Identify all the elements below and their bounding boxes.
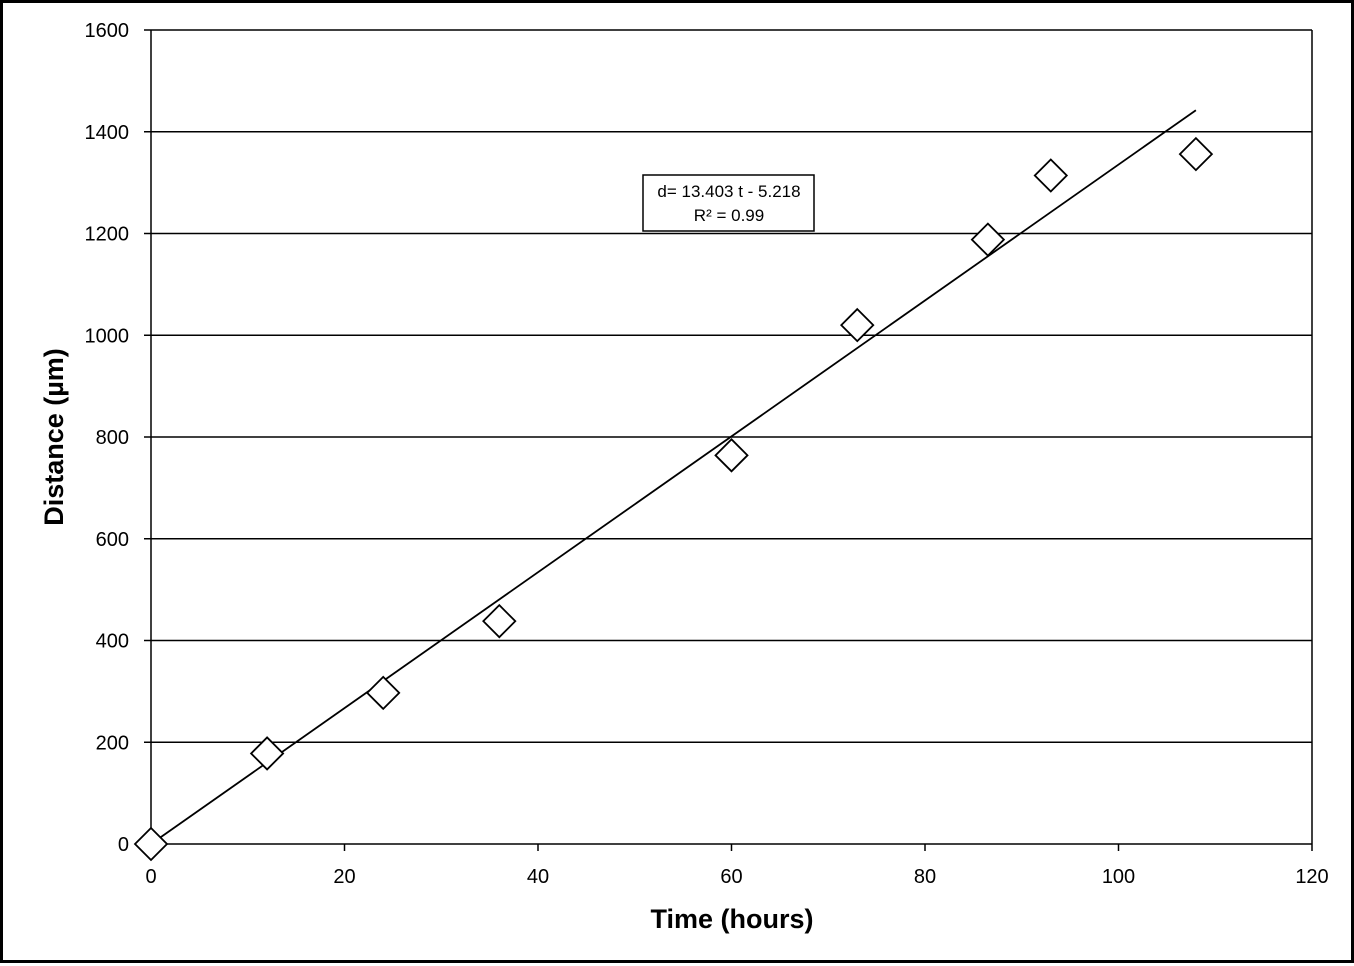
y-tick-label: 1600 — [85, 20, 130, 42]
y-tick-label: 1200 — [85, 224, 130, 246]
y-tick-label: 1000 — [85, 325, 130, 347]
x-tick-label: 60 — [720, 866, 742, 888]
x-tick-label: 80 — [914, 866, 936, 888]
gridlines — [151, 29, 1312, 743]
equation-box: d= 13.403 t - 5.218 R² = 0.99 — [642, 174, 815, 232]
y-tick-label: 400 — [96, 631, 129, 653]
data-point — [840, 307, 875, 343]
data-point — [1178, 136, 1214, 172]
y-axis-title: Distance (µm) — [39, 348, 69, 526]
data-point — [249, 736, 285, 771]
data-point — [133, 826, 169, 862]
trendline — [150, 109, 1197, 845]
x-axis-title: Time (hours) — [650, 904, 813, 934]
x-tick-label: 0 — [145, 866, 156, 888]
y-tick-label: 0 — [118, 834, 129, 856]
x-tick-label: 20 — [333, 866, 355, 888]
y-tick-label: 600 — [96, 529, 129, 551]
axes — [144, 29, 1313, 851]
x-tick-label: 120 — [1295, 866, 1328, 888]
trendline-layer — [150, 109, 1197, 845]
data-point — [482, 603, 517, 639]
x-tick-label: 100 — [1102, 866, 1135, 888]
tick-labels: 0 200 400 600 800 1000 1200 1400 1600 0 20 40 60 80 10… — [85, 20, 1329, 888]
trendline-equation: d= 13.403 t - 5.218 — [657, 182, 800, 201]
y-tick-label: 800 — [96, 427, 129, 449]
data-point — [1033, 158, 1069, 193]
y-tick-label: 200 — [96, 732, 129, 754]
r-squared-label: R² = 0.99 — [694, 206, 764, 225]
data-point — [714, 438, 749, 473]
data-point — [970, 222, 1006, 257]
x-tick-label: 40 — [527, 866, 549, 888]
y-tick-label: 1400 — [85, 122, 130, 144]
data-points — [133, 136, 1214, 862]
equation-box-frame — [642, 174, 815, 232]
data-point — [365, 675, 401, 711]
scatter-chart: 0 200 400 600 800 1000 1200 1400 1600 0 20 40 60 80 10… — [39, 20, 1329, 934]
